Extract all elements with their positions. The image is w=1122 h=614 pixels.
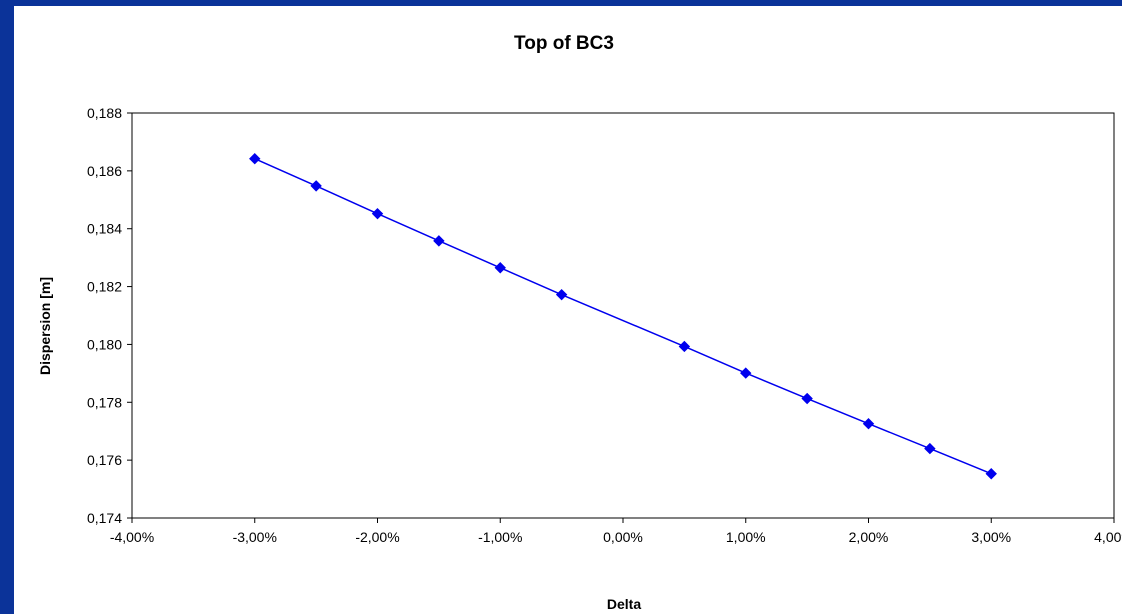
y-axis-label: Dispersion [m]	[37, 277, 53, 375]
x-tick-label: -2,00%	[355, 529, 399, 545]
data-point-marker	[555, 288, 568, 301]
data-point-marker	[371, 207, 384, 220]
data-point-marker	[862, 417, 875, 430]
data-point-marker	[740, 367, 752, 379]
x-tick-label: 3,00%	[971, 529, 1011, 545]
plot-area	[131, 112, 1115, 519]
x-tick-label: -3,00%	[233, 529, 277, 545]
y-tick-label: 0,182	[87, 279, 122, 295]
data-point-marker	[433, 235, 445, 247]
x-tick-label: -4,00%	[110, 529, 154, 545]
y-tick-label: 0,174	[87, 510, 122, 526]
y-tick-label: 0,186	[87, 163, 122, 179]
x-tick-label: 1,00%	[726, 529, 766, 545]
x-tick-label: 0,00%	[603, 529, 643, 545]
data-point-marker	[494, 262, 506, 274]
x-tick-label: 4,00%	[1094, 529, 1122, 545]
chart-frame: Top of BC3 Dispersion [m] Delta -4,00% -3…	[14, 6, 1122, 614]
x-tick-label: 2,00%	[849, 529, 889, 545]
y-tick-label: 0,180	[87, 336, 122, 352]
data-point-marker	[678, 340, 691, 353]
y-tick-label: 0,184	[87, 221, 122, 237]
chart-title: Top of BC3	[514, 33, 614, 54]
x-tick-label: -1,00%	[478, 529, 522, 545]
series-group	[249, 153, 997, 480]
x-axis-label: Delta	[607, 596, 641, 612]
axis-ticks: -4,00% -3,00% -2,00% -1,00% 0,00% 1,00% 2,00% 3…	[87, 105, 1122, 545]
data-point-marker	[249, 153, 261, 165]
data-point-marker	[801, 392, 813, 405]
y-tick-label: 0,188	[87, 105, 122, 121]
y-tick-label: 0,176	[87, 452, 122, 468]
data-point-marker	[924, 442, 936, 455]
series-line	[254, 158, 992, 475]
data-point-marker	[310, 180, 322, 192]
data-point-marker	[985, 468, 997, 480]
y-tick-label: 0,178	[87, 394, 122, 410]
chart-svg: Top of BC3 Dispersion [m] Delta -4,00% -3…	[37, 33, 1122, 612]
